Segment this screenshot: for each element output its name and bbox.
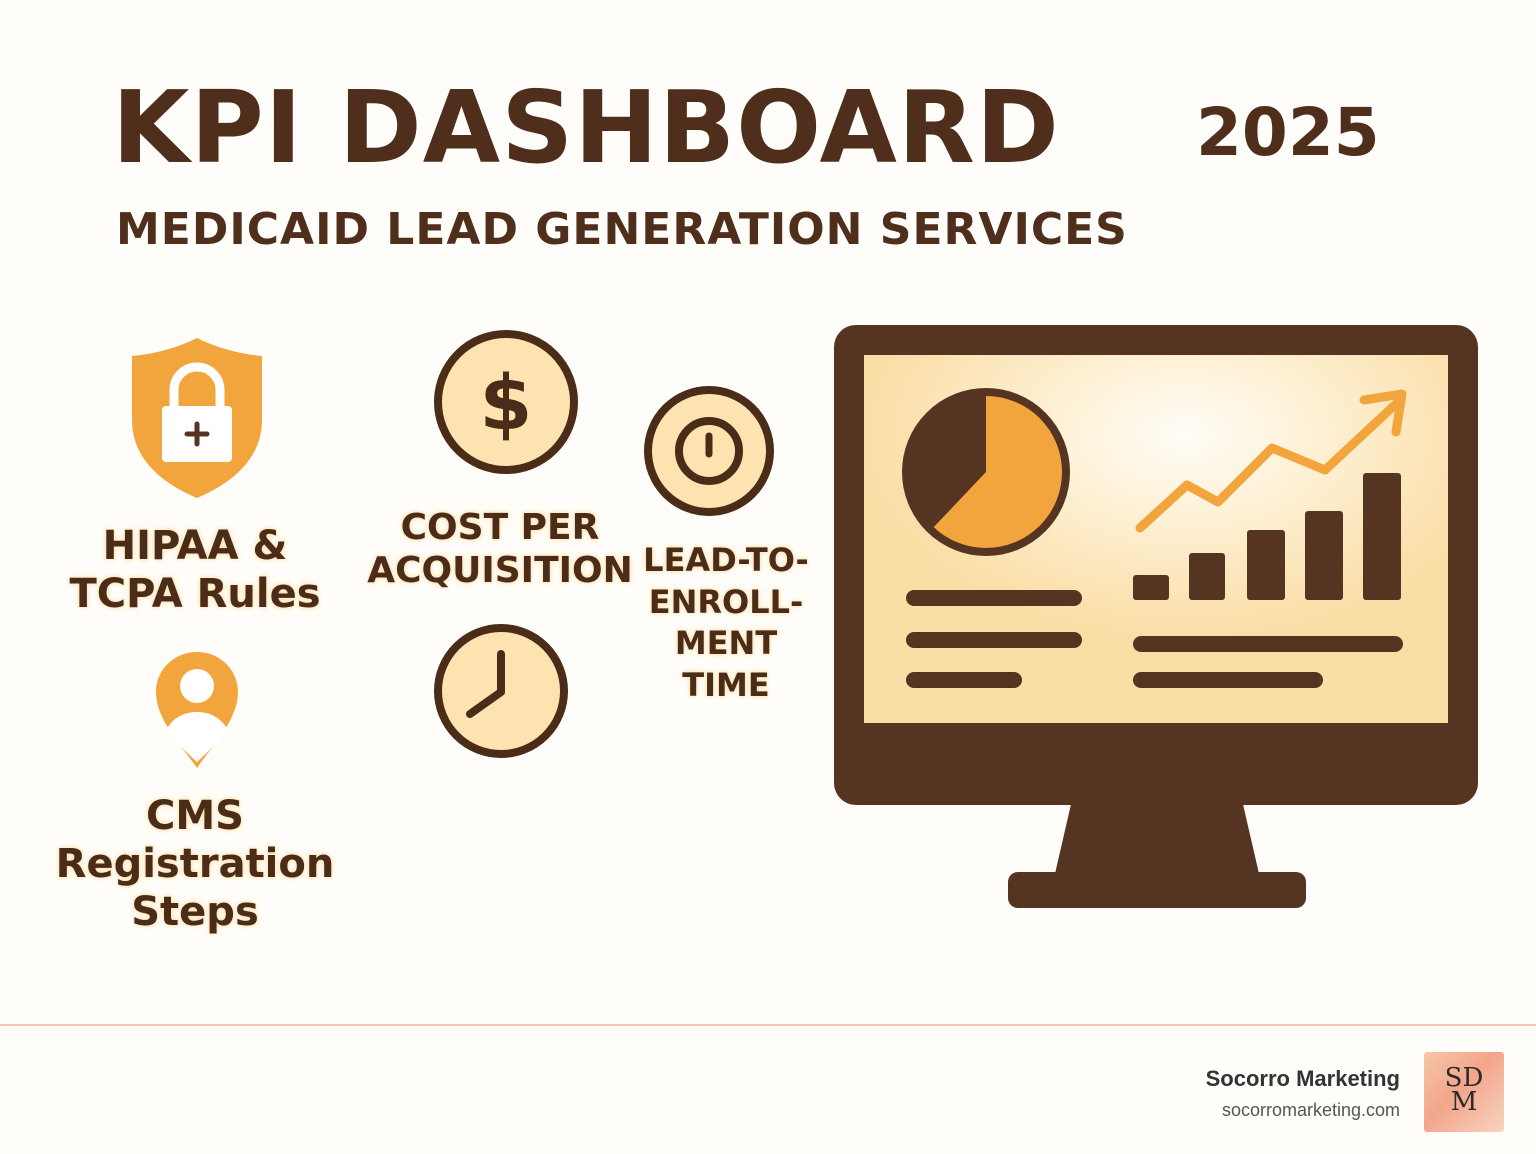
shield-lock-icon xyxy=(122,332,272,506)
location-person-icon xyxy=(152,648,242,776)
hipaa-label-line2: TCPA Rules xyxy=(69,571,321,617)
cms-label-line2: Registration xyxy=(55,841,335,887)
lte-label-line3: MENT xyxy=(674,624,778,663)
lte-label-line1: LEAD-TO- xyxy=(643,541,809,579)
bar-chart-icon xyxy=(1133,473,1401,600)
lead-to-enrollment-label: LEAD-TO- ENROLL- MENT TIME xyxy=(636,540,816,706)
brand-logo: SD M xyxy=(1424,1052,1504,1132)
lte-label-line2: ENROLL- xyxy=(648,582,804,621)
logo-text-bottom: M xyxy=(1450,1087,1478,1117)
brand-name: Socorro Marketing xyxy=(1205,1066,1400,1091)
cms-label-line1: CMS xyxy=(146,793,244,839)
cpa-label: COST PER ACQUISITION xyxy=(360,506,640,592)
year-label: 2025 xyxy=(1196,94,1380,171)
clock-icon xyxy=(432,622,570,764)
logo-text-top: SD xyxy=(1444,1063,1484,1093)
timer-icon xyxy=(642,384,776,522)
page-subtitle: MEDICAID LEAD GENERATION SERVICES xyxy=(116,204,1128,255)
lte-label-line4: TIME xyxy=(682,665,770,704)
footer-divider xyxy=(0,1024,1536,1026)
trend-arrow-icon xyxy=(1135,389,1407,533)
hipaa-label-line1: HIPAA & xyxy=(102,523,288,569)
page-title: KPI DASHBOARD xyxy=(112,69,1060,186)
brand-url[interactable]: socorromarketing.com xyxy=(1221,1100,1400,1120)
cpa-label-line2: ACQUISITION xyxy=(367,550,633,592)
cpa-label-line1: COST PER xyxy=(400,507,600,548)
monitor-dashboard-icon xyxy=(832,322,1480,916)
dollar-coin-icon: $ xyxy=(432,328,580,480)
pie-chart-icon xyxy=(902,388,1070,556)
hipaa-label: HIPAA & TCPA Rules xyxy=(40,522,350,618)
cms-label-line3: Steps xyxy=(131,889,259,935)
cms-label: CMS Registration Steps xyxy=(40,792,350,936)
svg-text:$: $ xyxy=(480,358,533,447)
